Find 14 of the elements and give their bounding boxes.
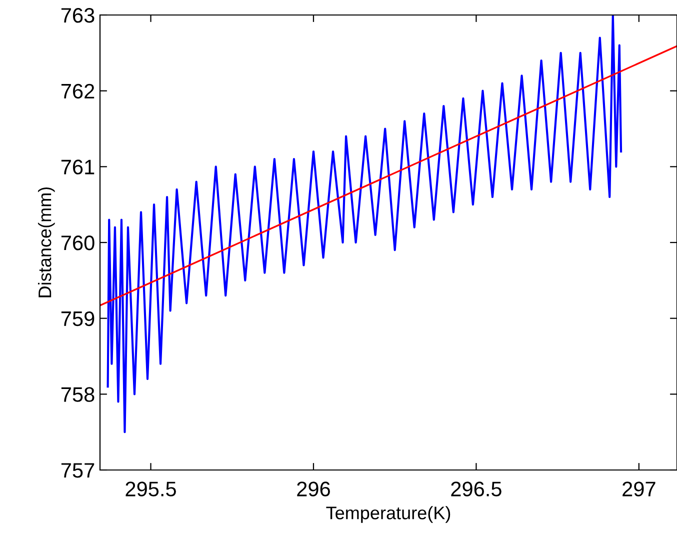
- y-tick-label: 763: [61, 8, 94, 23]
- y-tick-label: 760: [61, 236, 94, 250]
- y-tick-label: 761: [61, 160, 94, 174]
- y-tick-label: 762: [61, 84, 94, 99]
- x-tick-label: 295.5: [126, 482, 176, 496]
- line-series: [106, 15, 622, 434]
- x-tick-label: 297: [622, 482, 656, 496]
- x-tick-label: 296.5: [451, 482, 502, 496]
- y-tick-label: 758: [61, 387, 94, 402]
- y-tick-label: 759: [61, 311, 94, 326]
- y-tick-label: 757: [61, 463, 94, 478]
- y-axis-title: Distance(mm): [38, 187, 55, 298]
- x-tick-label: 296: [297, 482, 330, 496]
- x-axis-title: Temperature(K): [326, 506, 450, 523]
